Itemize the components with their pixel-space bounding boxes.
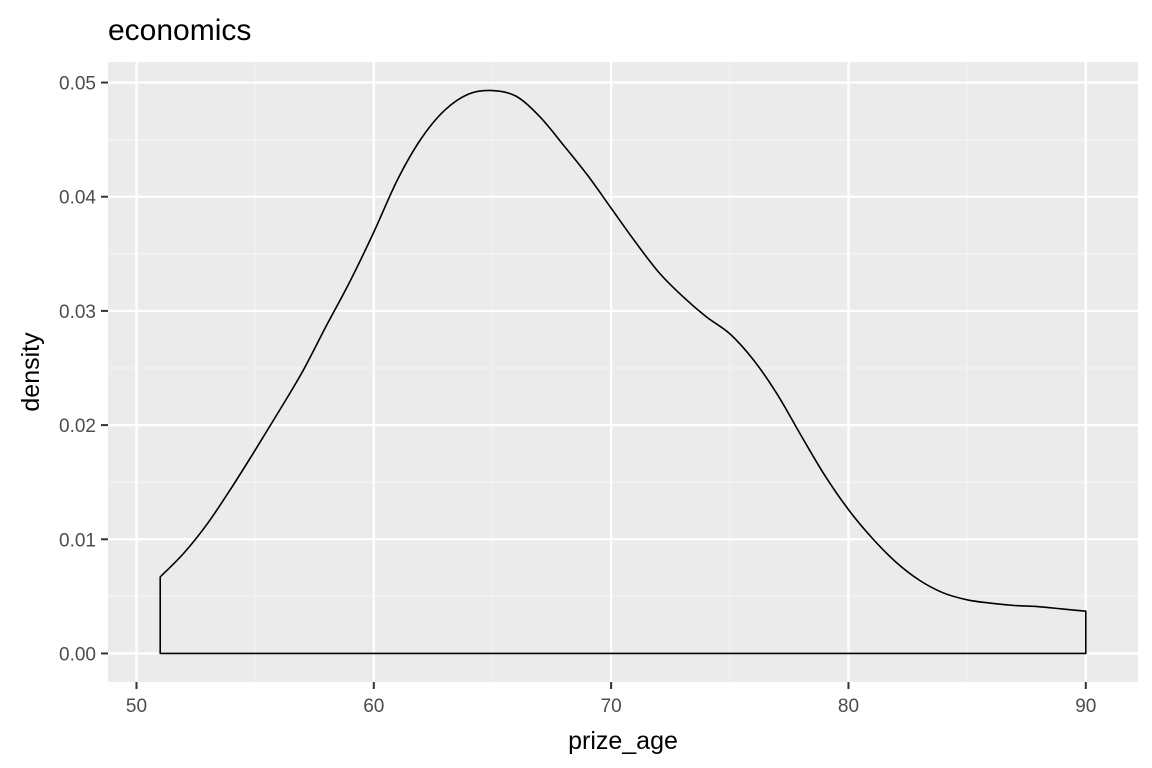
minor-gridlines [108,62,1138,682]
y-tick-label: 0.00 [59,644,96,665]
chart-title: economics [108,14,251,47]
y-tick-label: 0.01 [59,530,96,551]
density-curve [159,89,1087,655]
plot-panel [108,62,1138,682]
x-tick-label: 50 [126,696,147,717]
major-gridlines [108,62,1138,682]
y-tick-label: 0.05 [59,74,96,95]
y-tick-label: 0.04 [59,188,96,209]
y-axis: 0.00 0.01 0.02 0.03 0.04 0.05 [59,74,108,665]
x-tick-label: 90 [1075,696,1096,717]
x-axis: 50 60 70 80 90 [126,682,1096,717]
y-tick-label: 0.02 [59,416,96,437]
x-tick-label: 60 [363,696,384,717]
y-tick-label: 0.03 [59,302,96,323]
x-tick-label: 80 [838,696,859,717]
y-axis-title: density [17,332,45,412]
x-axis-title: prize_age [568,727,678,755]
x-tick-label: 70 [601,696,622,717]
